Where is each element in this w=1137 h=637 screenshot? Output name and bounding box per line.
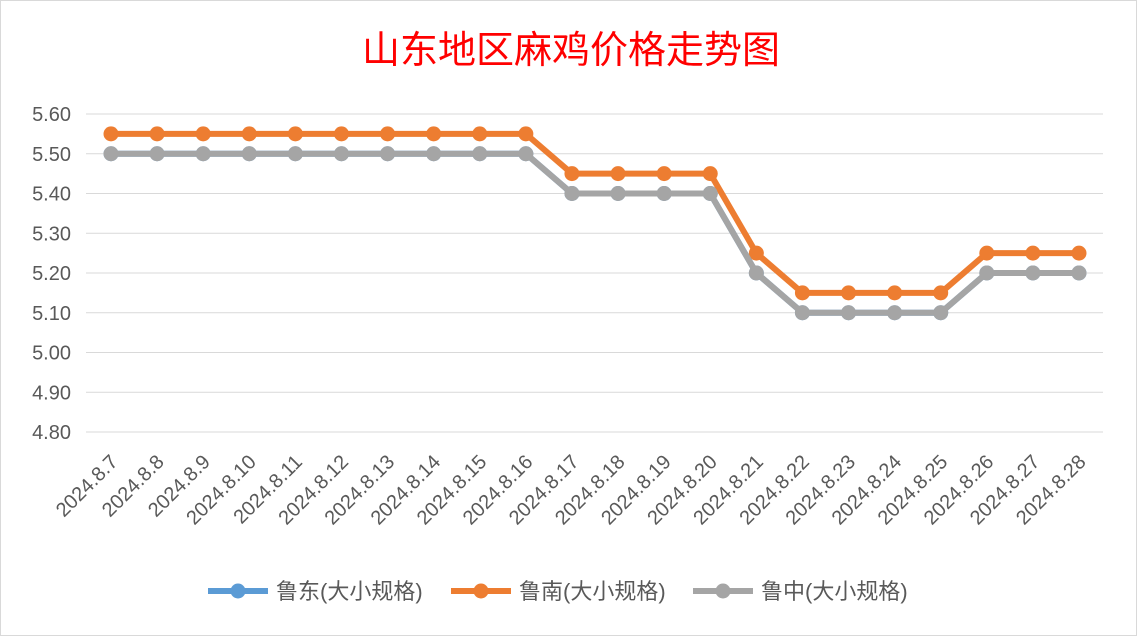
- data-point: [933, 285, 949, 301]
- data-point: [702, 166, 718, 182]
- y-tick-label: 5.50: [32, 144, 71, 166]
- data-point: [979, 245, 995, 261]
- data-point: [610, 186, 626, 201]
- y-tick-label: 5.10: [32, 303, 71, 325]
- data-point: [518, 126, 534, 142]
- legend-label: 鲁中(大小规格): [761, 579, 908, 604]
- series-group: [103, 146, 1087, 321]
- legend-marker: [473, 583, 489, 599]
- data-point: [241, 126, 257, 142]
- legend: 鲁东(大小规格) 鲁南(大小规格) 鲁中(大小规格): [208, 579, 908, 604]
- data-point: [241, 146, 257, 162]
- data-point: [794, 305, 810, 321]
- data-point: [103, 146, 119, 162]
- data-point: [841, 305, 857, 321]
- data-point: [1025, 265, 1041, 281]
- data-point: [1025, 245, 1041, 261]
- chart-title: 山东地区麻鸡价格走势图: [362, 30, 780, 72]
- data-point: [933, 305, 949, 321]
- data-point: [887, 305, 903, 321]
- data-point: [287, 146, 303, 162]
- gridlines: [86, 113, 1103, 433]
- data-point: [656, 166, 672, 182]
- data-point: [1071, 265, 1087, 281]
- data-point: [380, 126, 396, 142]
- y-tick-label: 5.60: [32, 104, 71, 126]
- data-point: [149, 126, 165, 142]
- legend-marker: [715, 583, 731, 599]
- series-line: [111, 150, 1079, 316]
- y-axis-ticks: 4.80 4.90 5.00 5.10 5.20 5.30 5.40 5.50 5.60: [32, 104, 71, 444]
- series-line: [111, 130, 1079, 296]
- legend-marker: [230, 583, 246, 599]
- data-point: [1071, 245, 1087, 261]
- data-point: [748, 245, 764, 261]
- legend-item: 鲁南(大小规格): [451, 579, 666, 604]
- data-point: [794, 285, 810, 301]
- data-point: [380, 146, 396, 162]
- data-point: [702, 186, 718, 201]
- data-point: [656, 186, 672, 201]
- data-point: [426, 126, 442, 142]
- data-point: [195, 126, 211, 142]
- y-tick-label: 5.00: [32, 343, 71, 365]
- data-point: [333, 126, 349, 142]
- data-point: [472, 126, 488, 142]
- y-tick-label: 5.20: [32, 263, 71, 285]
- data-point: [564, 166, 580, 182]
- series-lines: [103, 126, 1087, 321]
- data-point: [748, 265, 764, 281]
- data-point: [472, 146, 488, 162]
- data-point: [287, 126, 303, 142]
- y-tick-label: 4.80: [32, 422, 71, 444]
- legend-item: 鲁东(大小规格): [208, 579, 423, 604]
- data-point: [841, 285, 857, 301]
- y-tick-label: 5.30: [32, 223, 71, 245]
- data-point: [979, 265, 995, 281]
- legend-label: 鲁东(大小规格): [276, 579, 423, 604]
- data-point: [564, 186, 580, 201]
- data-point: [195, 146, 211, 162]
- y-tick-label: 5.40: [32, 184, 71, 206]
- y-tick-label: 4.90: [32, 382, 71, 404]
- data-point: [887, 285, 903, 301]
- data-point: [610, 166, 626, 182]
- data-point: [149, 146, 165, 162]
- legend-label: 鲁南(大小规格): [519, 579, 666, 604]
- data-point: [103, 126, 119, 142]
- legend-item: 鲁中(大小规格): [693, 579, 908, 604]
- data-point: [518, 146, 534, 162]
- data-point: [426, 146, 442, 162]
- x-axis-ticks: 2024.8.72024.8.82024.8.92024.8.102024.8.…: [52, 451, 1091, 529]
- data-point: [333, 146, 349, 162]
- series-group: [103, 126, 1087, 301]
